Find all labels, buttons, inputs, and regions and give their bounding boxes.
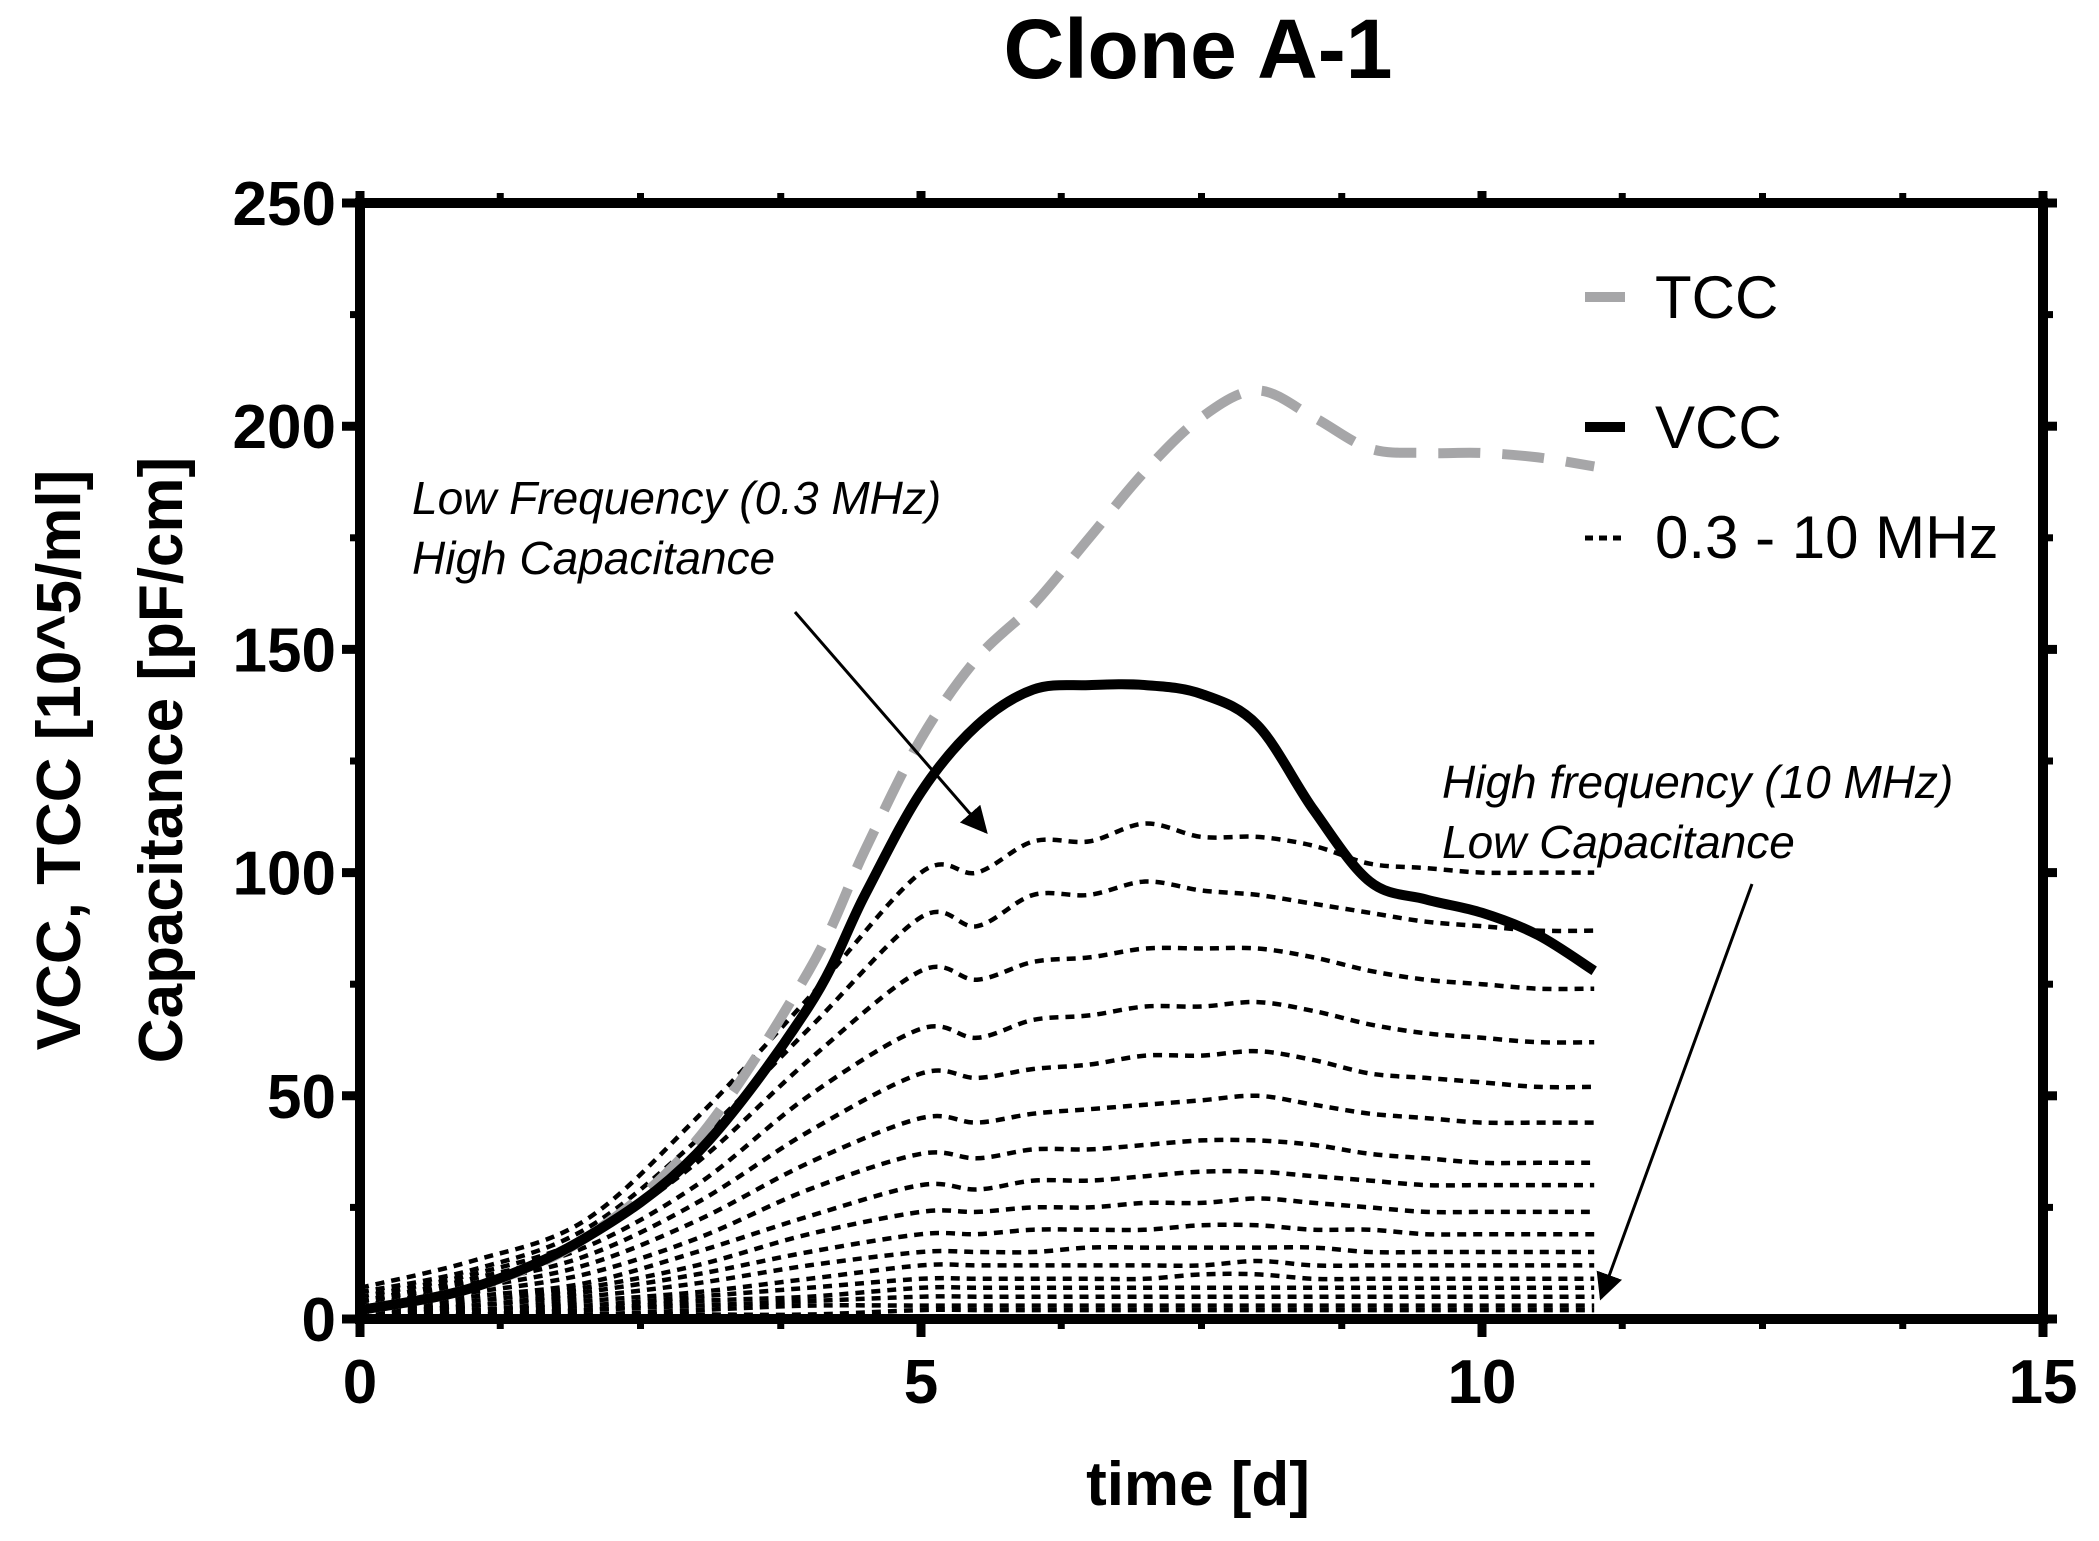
series-line-1-5-mhz xyxy=(359,1137,1595,1308)
annotation-low-frequency-arrow xyxy=(793,611,988,835)
annotation-high-frequency-line1: High frequency (10 MHz) xyxy=(1442,756,1953,808)
annotation-high-frequency: High frequency (10 MHz) Low Capacitance xyxy=(1442,756,1953,1301)
annotation-high-frequency-arrow xyxy=(1596,883,1754,1301)
x-tick-label: 15 xyxy=(2009,1348,2078,1417)
annotation-high-frequency-line2: Low Capacitance xyxy=(1442,816,1795,868)
series-line-0-9-mhz xyxy=(359,1048,1595,1304)
series-line-0-5-mhz xyxy=(359,945,1595,1299)
x-axis-label: time [d] xyxy=(1086,1450,1310,1519)
series-line-0-3-mhz xyxy=(359,821,1595,1290)
y-tick-label: 100 xyxy=(233,840,336,909)
legend-label-vcc: VCC xyxy=(1655,394,1782,461)
x-tick-label: 0 xyxy=(343,1348,377,1417)
series-line-tcc xyxy=(359,385,1595,1316)
series-line-vcc xyxy=(359,679,1597,1316)
legend-label-tcc: TCC xyxy=(1655,264,1778,331)
series-line-2-mhz xyxy=(359,1168,1595,1313)
y-tick-label: 0 xyxy=(302,1286,336,1355)
series-line-2-5-mhz xyxy=(359,1196,1595,1313)
series-line-6-mhz xyxy=(359,1271,1595,1317)
y-axis-label-line1: VCC, TCC [10^5/ml] xyxy=(25,470,94,1051)
chart-title: Clone A-1 xyxy=(1004,2,1393,96)
series-line-1-2-mhz xyxy=(359,1093,1595,1308)
series-line-7-mhz xyxy=(359,1284,1595,1318)
series-line-0-7-mhz xyxy=(359,999,1595,1304)
y-tick-label: 200 xyxy=(233,393,336,462)
series-line-8-mhz xyxy=(359,1294,1595,1322)
annotation-low-frequency-line1: Low Frequency (0.3 MHz) xyxy=(412,472,941,524)
annotation-low-frequency-line2: High Capacitance xyxy=(412,532,775,584)
legend-label-capacitance: 0.3 - 10 MHz xyxy=(1655,504,1998,571)
y-axis-label-line2: Capacitance [pF/cm] xyxy=(127,457,196,1063)
series-line-3-mhz xyxy=(359,1222,1595,1313)
series-line-5-mhz xyxy=(359,1258,1595,1317)
series-line-0-4-mhz xyxy=(359,879,1595,1295)
annotation-low-frequency: Low Frequency (0.3 MHz) High Capacitance xyxy=(412,472,988,835)
y-tick-label: 150 xyxy=(233,616,336,685)
series-line-4-mhz xyxy=(359,1244,1595,1317)
x-tick-label: 5 xyxy=(904,1348,938,1417)
x-tick-label: 10 xyxy=(1448,1348,1517,1417)
legend: TCC VCC 0.3 - 10 MHz xyxy=(1585,264,1998,571)
y-tick-label: 50 xyxy=(267,1063,336,1132)
y-tick-label: 250 xyxy=(233,170,336,239)
series-layer xyxy=(359,385,1597,1322)
